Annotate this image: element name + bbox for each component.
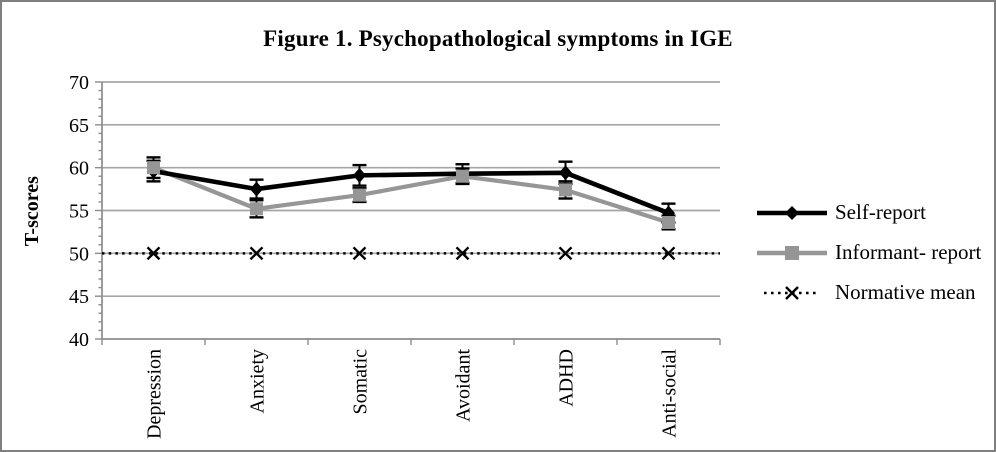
svg-text:Depression: Depression	[144, 349, 166, 439]
svg-text:40: 40	[69, 329, 89, 351]
legend-item-informant-report: Informant- report	[756, 239, 981, 266]
svg-text:65: 65	[69, 115, 89, 137]
svg-text:T-scores: T-scores	[21, 176, 43, 246]
legend-marker-informant-report-icon	[757, 245, 827, 260]
legend-label-self-report: Self-report	[835, 200, 926, 224]
svg-text:45: 45	[69, 286, 89, 308]
legend-item-self-report: Self-report	[756, 199, 981, 226]
svg-text:Avoidant: Avoidant	[453, 349, 475, 422]
series-informant-report-line	[152, 165, 670, 225]
svg-text:50: 50	[69, 243, 89, 265]
series-self-report-line	[153, 168, 670, 216]
series-informant-report-markers	[147, 161, 675, 229]
svg-text:Anxiety: Anxiety	[247, 349, 269, 413]
legend-item-normative-mean: Normative mean	[756, 279, 981, 306]
series-self-report-error-bars	[146, 159, 676, 224]
svg-text:55: 55	[69, 201, 89, 223]
legend-marker-normative-mean-icon	[764, 285, 820, 300]
legend: Self-report Informant- report Normative …	[756, 199, 981, 306]
legend-label-informant-report: Informant- report	[835, 240, 982, 264]
svg-text:Anti-social: Anti-social	[659, 349, 681, 438]
svg-text:70: 70	[69, 72, 89, 94]
chart-title: Figure 1. Psychopathological symptoms in…	[263, 26, 733, 51]
svg-text:ADHD: ADHD	[556, 349, 578, 407]
legend-label-normative-mean: Normative mean	[835, 280, 976, 304]
series-self-report-markers	[147, 163, 675, 221]
series-normative-mean	[102, 246, 720, 261]
svg-text:Somatic: Somatic	[350, 349, 372, 415]
svg-text:60: 60	[69, 158, 89, 180]
legend-marker-self-report-icon	[757, 205, 827, 220]
